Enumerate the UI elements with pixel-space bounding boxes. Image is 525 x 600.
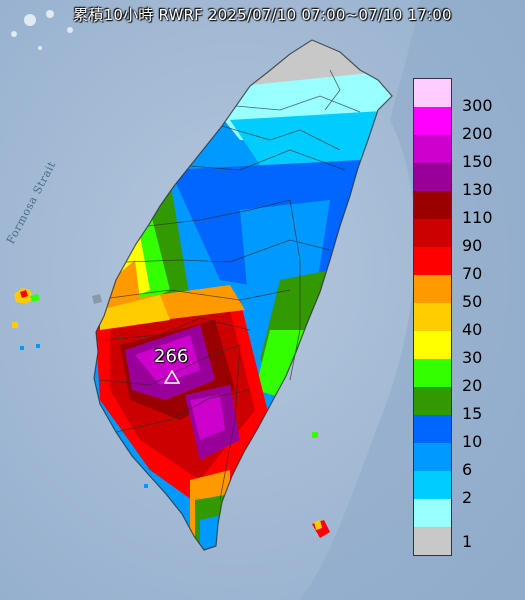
cloud-specks	[11, 10, 92, 50]
legend-swatch	[414, 527, 451, 555]
deep-sea-east	[300, 0, 525, 600]
legend-swatch	[414, 359, 451, 387]
legend-swatch	[414, 415, 451, 443]
legend-label: 70	[462, 264, 483, 283]
color-legend	[413, 78, 452, 556]
legend-swatch	[414, 107, 451, 135]
legend-swatch	[414, 79, 451, 107]
legend-swatch	[414, 135, 451, 163]
legend-label: 300	[462, 96, 493, 115]
legend-label: 110	[462, 208, 493, 227]
legend-swatch	[414, 219, 451, 247]
legend-swatch	[414, 331, 451, 359]
legend-label: 6	[462, 460, 473, 479]
legend-label: 1	[462, 532, 473, 551]
county-boundaries	[93, 39, 393, 551]
max-station-triangle-icon	[164, 370, 180, 384]
legend-swatch	[414, 387, 451, 415]
legend-swatch	[414, 499, 451, 527]
legend-label: 40	[462, 320, 483, 339]
legend-label: 50	[462, 292, 483, 311]
legend-swatch	[414, 247, 451, 275]
legend-swatch	[414, 303, 451, 331]
legend-label: 130	[462, 180, 493, 199]
legend-label: 20	[462, 376, 483, 395]
legend-label: 200	[462, 124, 493, 143]
offshore-islands	[12, 288, 330, 538]
legend-swatch	[414, 443, 451, 471]
legend-swatch	[414, 191, 451, 219]
legend-swatch	[414, 275, 451, 303]
legend-label: 2	[462, 488, 473, 507]
legend-label: 15	[462, 404, 483, 423]
legend-label: 10	[462, 432, 483, 451]
max-rainfall-value: 266	[154, 346, 189, 367]
legend-swatch	[414, 471, 451, 499]
map-title: 累積10小時 RWRF 2025/07/10 07:00~07/10 17:00	[73, 6, 452, 24]
legend-label: 30	[462, 348, 483, 367]
legend-label: 90	[462, 236, 483, 255]
legend-label: 150	[462, 152, 493, 171]
legend-swatch	[414, 163, 451, 191]
